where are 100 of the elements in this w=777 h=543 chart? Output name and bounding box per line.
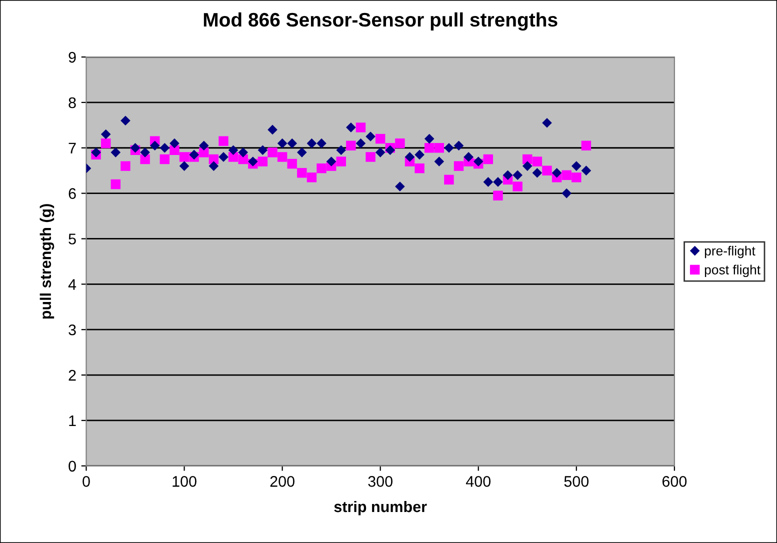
point (434, 143, 444, 153)
point (198, 140, 209, 151)
point (522, 161, 532, 171)
point (512, 170, 522, 180)
point (562, 188, 572, 198)
point (346, 122, 356, 132)
point (581, 166, 592, 176)
point (160, 154, 170, 164)
point (110, 148, 121, 158)
point (238, 148, 248, 158)
point (208, 161, 219, 171)
point (395, 138, 405, 148)
point (542, 166, 552, 176)
point (140, 148, 150, 158)
x-tick-label: 500 (564, 476, 589, 487)
point (424, 134, 434, 144)
point (464, 152, 474, 162)
point (326, 156, 336, 166)
point (346, 140, 356, 150)
x-tick-label: 0 (82, 476, 90, 487)
point (493, 177, 503, 187)
point (571, 161, 582, 171)
legend-label: post flight (704, 264, 760, 278)
point (316, 163, 326, 174)
point (336, 145, 346, 156)
point (414, 150, 424, 160)
y-tick-label: 6 (68, 188, 76, 199)
point (248, 156, 258, 166)
y-tick-label: 9 (68, 52, 76, 63)
y-tick-label: 1 (69, 415, 76, 426)
point (306, 138, 317, 148)
point (160, 142, 170, 153)
point (434, 156, 444, 166)
point (258, 145, 268, 156)
x-axis-title: strip number (334, 500, 427, 516)
point (356, 138, 366, 148)
point (512, 182, 522, 192)
point (385, 145, 396, 156)
point (483, 177, 494, 187)
point (395, 182, 405, 192)
point (228, 145, 238, 156)
point (297, 168, 307, 178)
point (483, 154, 494, 164)
point (454, 161, 464, 171)
point (179, 152, 190, 162)
point (100, 138, 111, 148)
point (150, 140, 160, 151)
point (287, 138, 298, 148)
point (572, 172, 582, 182)
point (581, 140, 592, 150)
point (277, 152, 288, 162)
y-tick-label: 7 (68, 142, 76, 154)
point (316, 138, 326, 148)
point (228, 152, 238, 162)
point (375, 134, 386, 144)
point (91, 148, 101, 158)
point (189, 150, 199, 160)
point (366, 132, 376, 142)
point (444, 174, 454, 185)
point (120, 116, 130, 126)
y-tick-label: 4 (68, 279, 76, 290)
point (493, 190, 503, 200)
point (414, 163, 424, 174)
point (130, 142, 140, 153)
legend-label: pre-flight (704, 246, 756, 258)
y-tick-label: 8 (68, 97, 76, 108)
chart-title: Mod 866 Sensor-Sensor pull strengths (204, 12, 558, 31)
point (444, 142, 454, 153)
point (268, 124, 278, 135)
x-tick-label: 300 (368, 476, 392, 487)
point (552, 168, 562, 178)
y-tick-label: 2 (68, 370, 76, 381)
point (218, 136, 228, 146)
point (287, 158, 297, 169)
point (140, 154, 150, 164)
point (199, 148, 209, 158)
point (120, 161, 130, 171)
point (562, 170, 572, 180)
point (336, 156, 346, 166)
point (404, 152, 415, 162)
point (375, 148, 386, 158)
point (424, 143, 434, 153)
point (532, 156, 542, 166)
y-tick-label: 0 (68, 460, 76, 472)
x-tick-label: 600 (662, 476, 687, 487)
y-axis-title: pull strength (g) (40, 204, 54, 319)
point (179, 161, 190, 171)
point (297, 148, 307, 158)
y-tick-label: 3 (68, 324, 76, 336)
point (218, 152, 228, 162)
point (277, 138, 288, 148)
point (238, 154, 248, 164)
point (473, 156, 484, 166)
point (542, 118, 552, 128)
point (110, 179, 121, 190)
point (268, 148, 278, 158)
point (532, 168, 542, 178)
point (100, 129, 111, 140)
point (356, 122, 366, 132)
point (502, 170, 513, 180)
